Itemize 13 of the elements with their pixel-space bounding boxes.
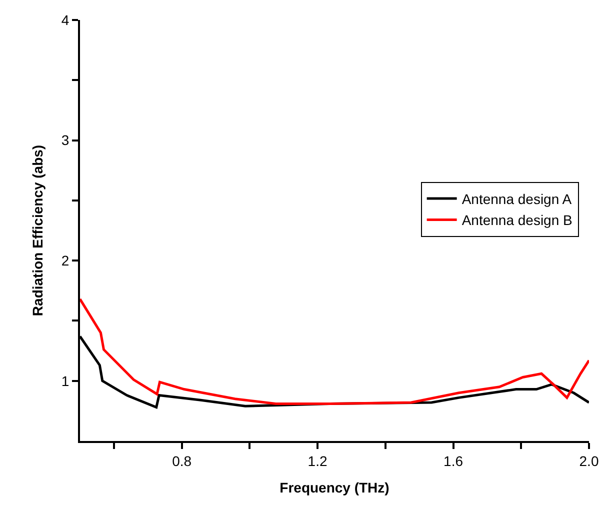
y-tick-label: 4 bbox=[61, 12, 70, 28]
legend-label: Antenna design A bbox=[462, 191, 572, 208]
y-tick-label: 2 bbox=[61, 252, 70, 268]
x-axis-title: Frequency (THz) bbox=[280, 480, 390, 496]
line-series bbox=[80, 298, 589, 405]
x-tick-label: 1.2 bbox=[308, 452, 328, 469]
x-tick-label: 0.8 bbox=[172, 452, 192, 469]
x-tick-label: 2.0 bbox=[579, 452, 599, 469]
x-tick-label: 1.6 bbox=[444, 452, 464, 469]
y-axis-title: Radiation Efficiency (abs) bbox=[30, 144, 46, 316]
y-tick-label: 1 bbox=[61, 372, 70, 389]
legend-label: Antenna design B bbox=[462, 212, 572, 228]
y-tick-label: 3 bbox=[61, 132, 70, 148]
